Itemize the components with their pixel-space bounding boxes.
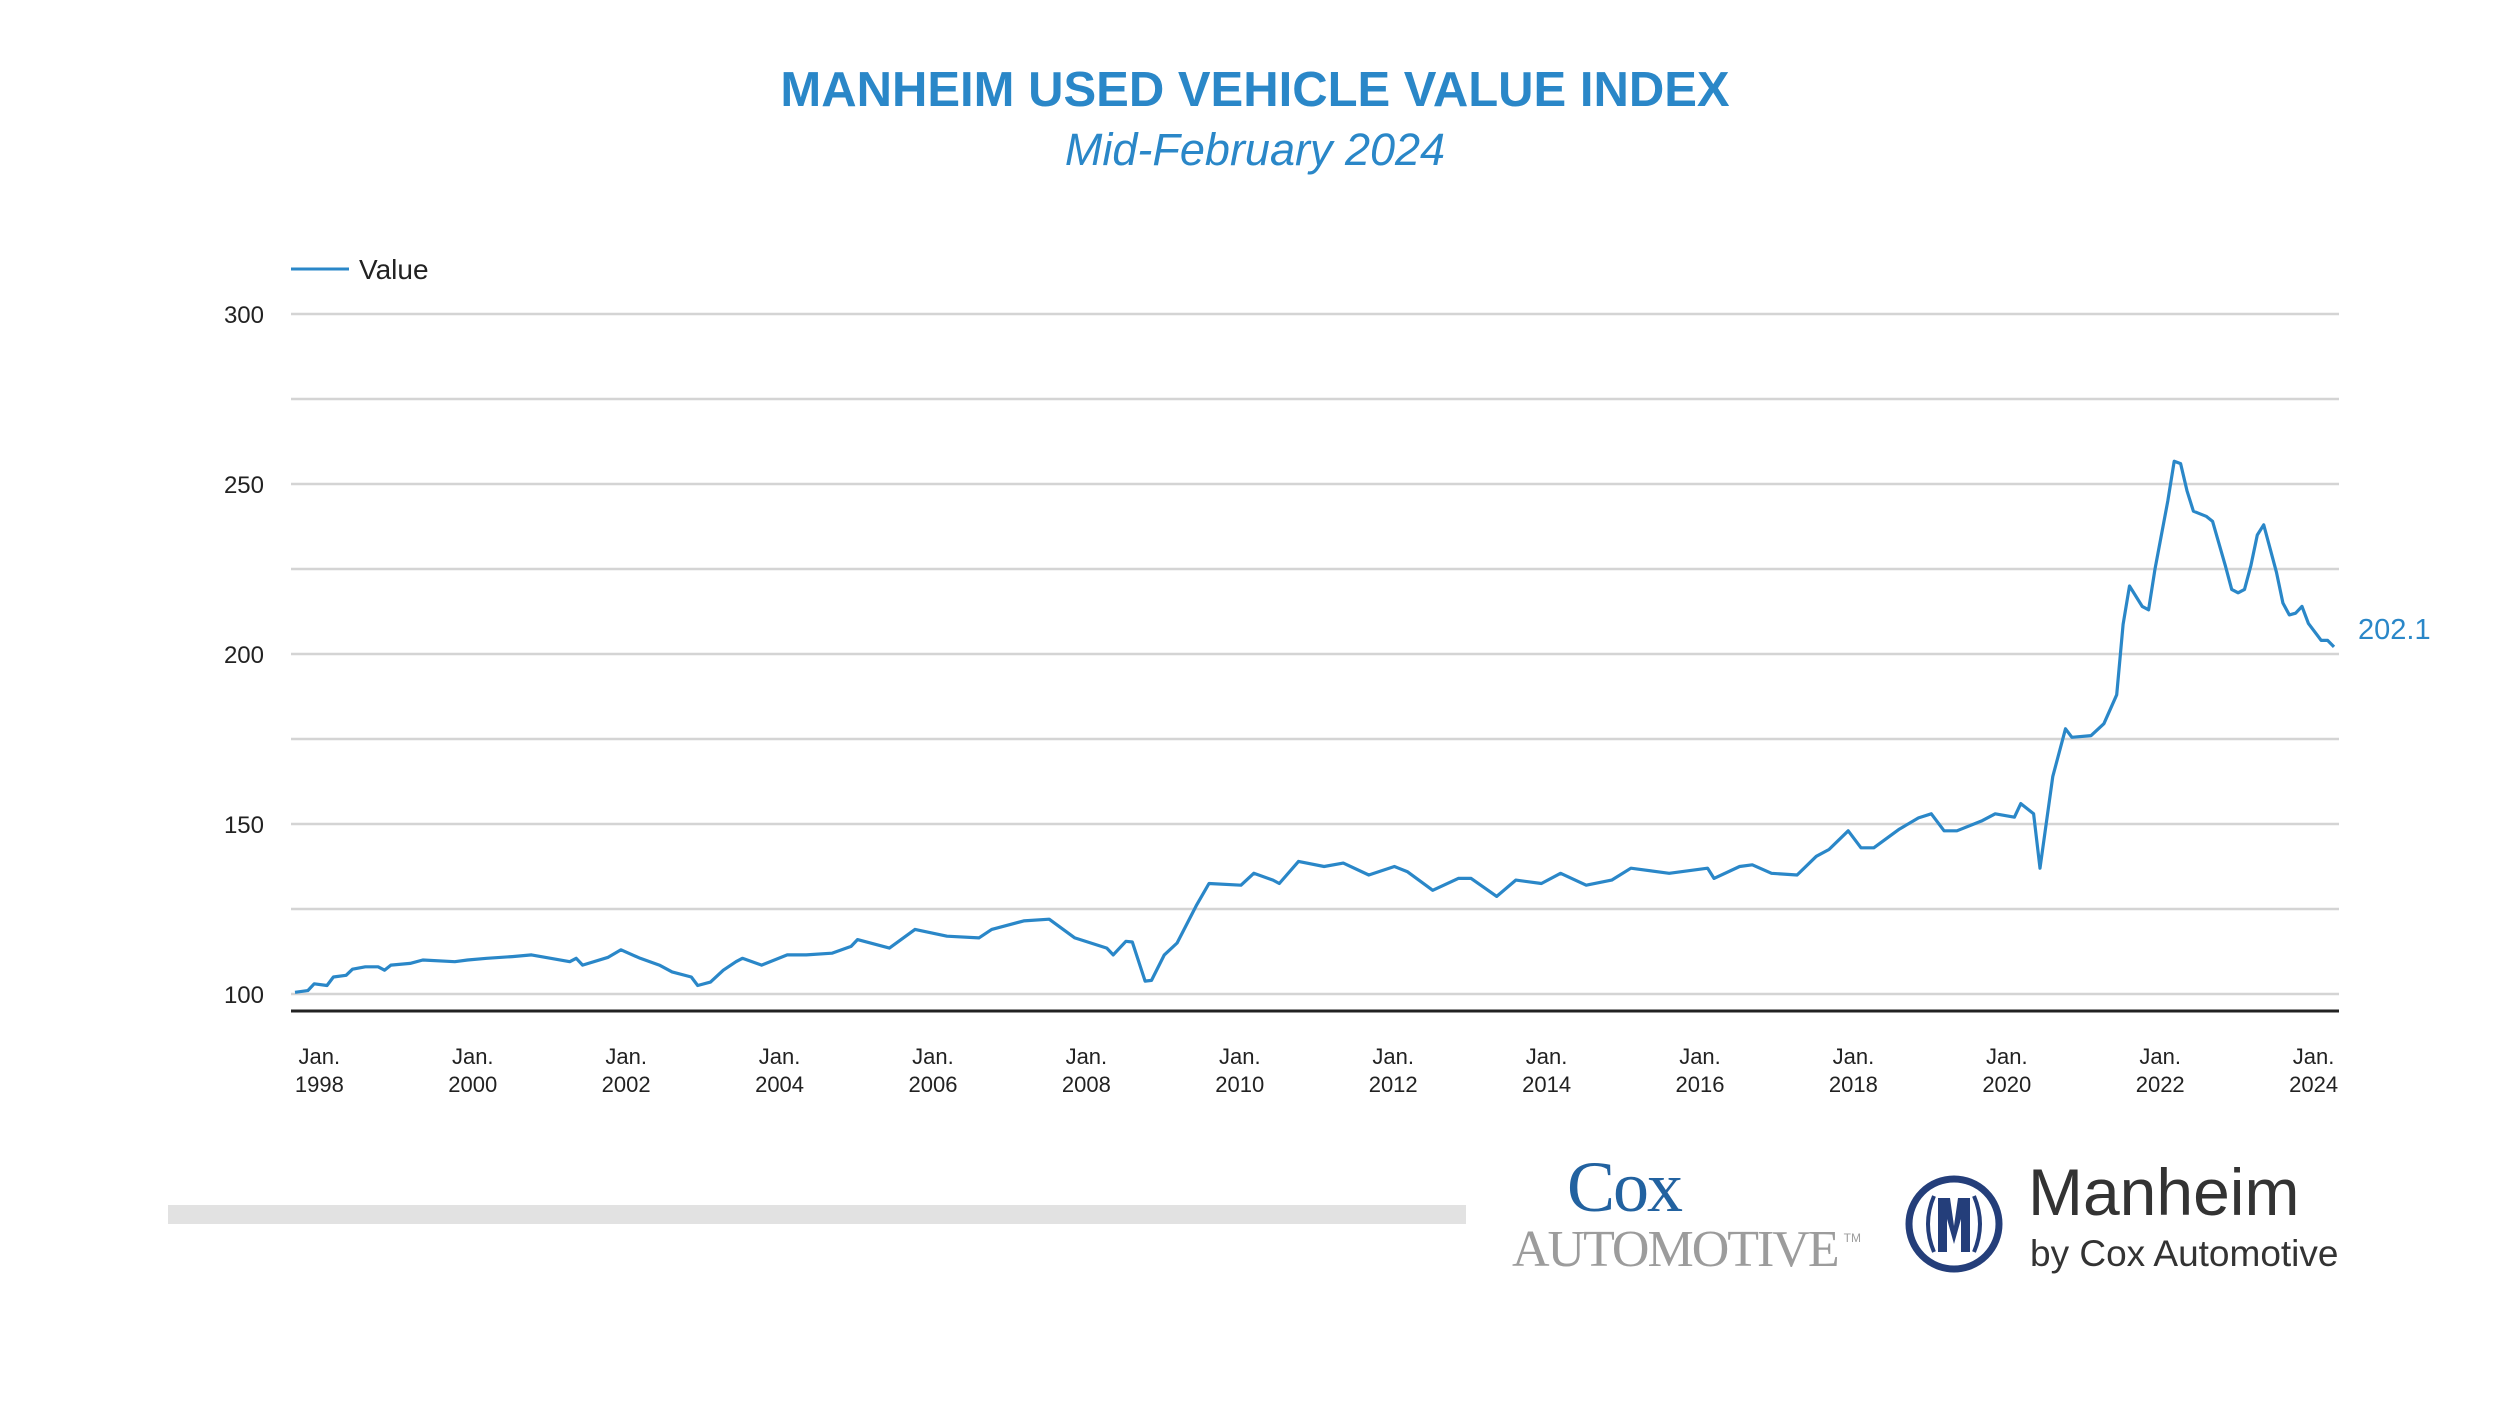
y-tick-label: 250	[224, 472, 264, 499]
x-tick-label-month: Jan.	[1833, 1044, 1875, 1069]
x-tick-label-year: 2020	[1982, 1072, 2031, 1097]
x-tick-label-month: Jan.	[1526, 1044, 1568, 1069]
x-tick-label-month: Jan.	[912, 1044, 954, 1069]
x-tick-label-year: 2022	[2136, 1072, 2185, 1097]
x-tick-label-month: Jan.	[452, 1044, 494, 1069]
gridlines	[291, 312, 2339, 1013]
chart-subtitle: Mid-February 2024	[1064, 124, 1446, 175]
x-tick-label-year: 2024	[2289, 1072, 2338, 1097]
x-tick-label-year: 2004	[755, 1072, 804, 1097]
x-tick-label-year: 2010	[1215, 1072, 1264, 1097]
y-tick-label: 200	[224, 642, 264, 669]
legend: Value	[291, 254, 429, 285]
cox-logo-row2: AUTOMOTIVE TM	[1512, 1223, 1861, 1277]
y-axis-labels: 100 150 200 250 300	[224, 302, 264, 1009]
chart-title: MANHEIM USED VEHICLE VALUE INDEX	[780, 63, 1730, 117]
footer-bar	[168, 1205, 1466, 1224]
x-tick-label-month: Jan.	[1679, 1044, 1721, 1069]
x-tick-label-year: 2008	[1062, 1072, 1111, 1097]
x-tick-label-year: 2014	[1522, 1072, 1571, 1097]
y-tick-label: 100	[224, 982, 264, 1009]
x-tick-label-year: 1998	[295, 1072, 344, 1097]
x-tick-label-month: Jan.	[759, 1044, 801, 1069]
legend-label: Value	[359, 254, 429, 285]
x-tick-label-year: 2002	[602, 1072, 651, 1097]
series-line-value	[294, 459, 2336, 994]
y-tick-label: 150	[224, 812, 264, 839]
cox-automotive-logo: Cox AUTOMOTIVE TM	[1512, 1147, 1912, 1280]
cox-logo-line2: AUTOMOTIVE	[1512, 1221, 1840, 1278]
manheim-logo-text: Manheim	[2028, 1155, 2300, 1229]
x-tick-label-year: 2018	[1829, 1072, 1878, 1097]
x-tick-label-month: Jan.	[1219, 1044, 1261, 1069]
x-tick-label-year: 2000	[448, 1072, 497, 1097]
x-tick-label-month: Jan.	[2293, 1044, 2335, 1069]
line-chart: 100 150 200 250 300 Jan. 1998 Jan. 2000 Jan. 2002…	[224, 254, 2431, 1097]
manheim-logo-subtext: by Cox Automotive	[2030, 1233, 2339, 1274]
x-tick-label-month: Jan.	[299, 1044, 341, 1069]
x-axis-labels: Jan. 1998 Jan. 2000 Jan. 2002 Jan. 2004 Jan. 2006…	[295, 1044, 2338, 1097]
cox-logo-tm: TM	[1843, 1231, 1861, 1245]
x-tick-label-year: 2016	[1676, 1072, 1725, 1097]
x-tick-label-month: Jan.	[1066, 1044, 1108, 1069]
cox-logo-line1: Cox	[1567, 1147, 1683, 1227]
x-tick-label-year: 2012	[1369, 1072, 1418, 1097]
x-tick-label-month: Jan.	[1372, 1044, 1414, 1069]
x-tick-label-month: Jan.	[1986, 1044, 2028, 1069]
end-value-label: 202.1	[2358, 614, 2431, 646]
y-tick-label: 300	[224, 302, 264, 329]
x-tick-label-month: Jan.	[605, 1044, 647, 1069]
manheim-m-icon	[1905, 1175, 2003, 1273]
x-tick-label-year: 2006	[908, 1072, 957, 1097]
x-tick-label-month: Jan.	[2139, 1044, 2181, 1069]
